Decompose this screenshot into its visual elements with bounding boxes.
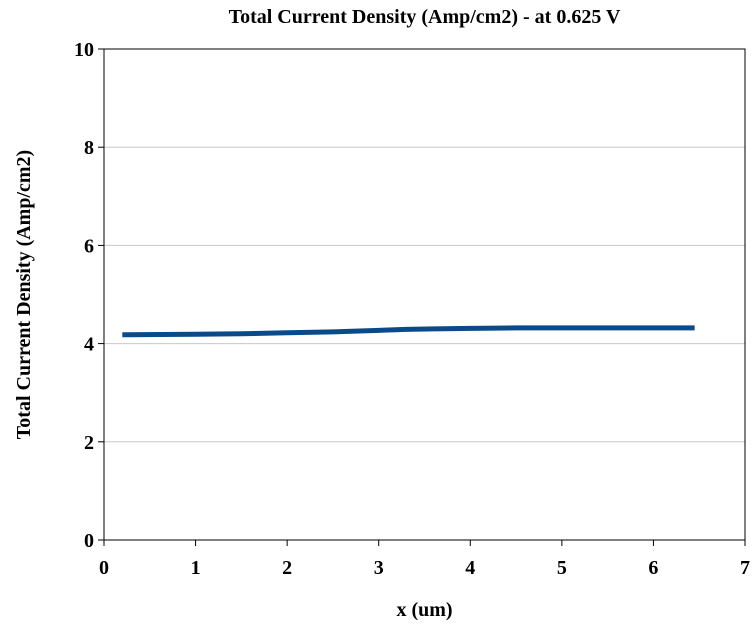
x-tick-label-6: 6: [648, 557, 658, 579]
y-tick-label-10: 10: [74, 39, 94, 61]
series-layer: [122, 325, 695, 338]
x-tick-label-2: 2: [282, 557, 292, 579]
x-tick-label-1: 1: [191, 557, 201, 579]
y-tick-label-6: 6: [84, 235, 94, 257]
series-line-0: [122, 325, 695, 338]
gridlines: [104, 146, 745, 443]
y-axis-label: Total Current Density (Amp/cm2): [13, 150, 35, 439]
y-tick-label-0: 0: [84, 530, 94, 552]
x-axis-label: x (um): [396, 599, 452, 621]
x-axis-ticks: 0 1 2 3 4 5 6 7: [99, 540, 750, 579]
x-tick-label-0: 0: [99, 557, 109, 579]
y-tick-label-8: 8: [84, 137, 94, 159]
y-tick-label-4: 4: [84, 334, 94, 356]
x-tick-label-3: 3: [374, 557, 384, 579]
x-tick-label-4: 4: [465, 557, 475, 579]
x-tick-label-7: 7: [740, 557, 750, 579]
y-axis-ticks: 0 2 4 6 8 10: [74, 39, 104, 552]
y-tick-label-2: 2: [84, 432, 94, 454]
plot-area-frame: [103, 48, 746, 541]
chart-title: Total Current Density (Amp/cm2) - at 0.6…: [228, 6, 621, 28]
x-tick-label-5: 5: [557, 557, 567, 579]
